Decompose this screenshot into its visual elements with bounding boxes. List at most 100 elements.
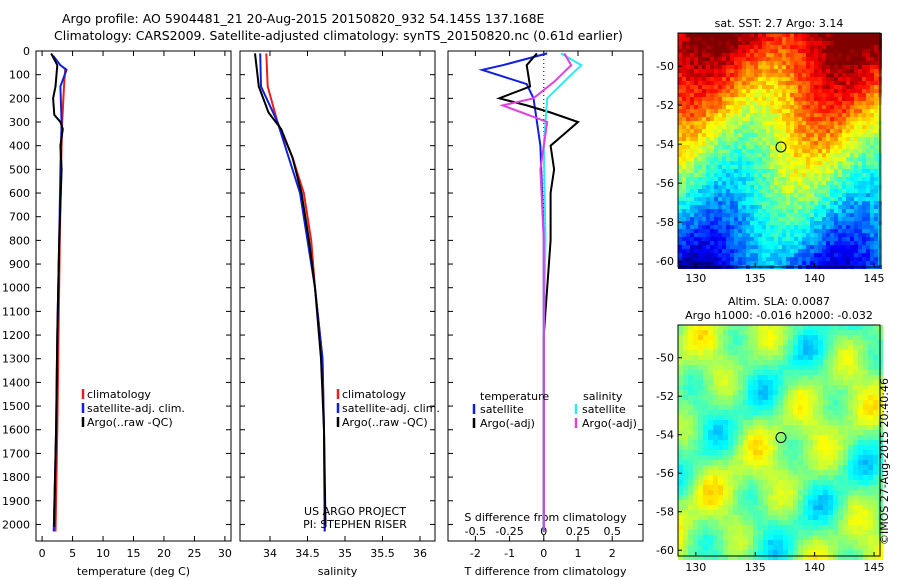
sst-cell: [686, 77, 690, 81]
sst-cell: [790, 65, 794, 69]
sst-cell: [678, 257, 682, 261]
sst-cell: [770, 177, 774, 181]
sst-cell: [794, 185, 798, 189]
sla-cell: [788, 420, 793, 425]
sla-cell: [788, 345, 793, 350]
sla-cell: [748, 440, 753, 445]
sst-cell: [718, 65, 722, 69]
sla-cell: [863, 455, 868, 460]
sst-cell: [838, 257, 842, 261]
sst-cell: [786, 261, 790, 265]
sst-cell: [734, 33, 738, 37]
sla-cell: [758, 470, 763, 475]
sst-cell: [798, 105, 802, 109]
sst-cell: [802, 109, 806, 113]
sla-cell: [783, 515, 788, 520]
sst-cell: [726, 77, 730, 81]
sst-cell: [810, 177, 814, 181]
sst-cell: [702, 105, 706, 109]
sst-cell: [706, 109, 710, 113]
sst-cell: [822, 141, 826, 145]
sla-cell: [763, 410, 768, 415]
sst-cell: [702, 133, 706, 137]
sst-cell: [782, 249, 786, 253]
sla-cell: [733, 400, 738, 405]
sst-cell: [874, 237, 878, 241]
sla-cell: [738, 335, 743, 340]
sst-cell: [690, 73, 694, 77]
sst-cell: [842, 229, 846, 233]
sst-cell: [826, 261, 830, 265]
sla-cell: [798, 355, 803, 360]
sst-cell: [818, 217, 822, 221]
sst-cell: [874, 257, 878, 261]
sla-cell: [823, 505, 828, 510]
sst-cell: [738, 185, 742, 189]
sst-cell: [734, 225, 738, 229]
sla-cell: [723, 360, 728, 365]
sst-cell: [702, 193, 706, 197]
sla-cell: [678, 520, 683, 525]
sst-cell: [870, 45, 874, 49]
sla-cell: [873, 435, 878, 440]
sst-cell: [678, 245, 682, 249]
sst-cell: [866, 69, 870, 73]
sla-cell: [803, 480, 808, 485]
sla-cell: [763, 450, 768, 455]
sst-cell: [770, 253, 774, 257]
sst-cell: [806, 225, 810, 229]
sla-cell: [828, 515, 833, 520]
sst-cell: [842, 37, 846, 41]
sst-cell: [714, 165, 718, 169]
sst-cell: [798, 201, 802, 205]
sla-cell: [788, 525, 793, 530]
sst-cell: [770, 57, 774, 61]
sst-cell: [766, 69, 770, 73]
sst-cell: [678, 141, 682, 145]
sla-cell: [733, 510, 738, 515]
sst-cell: [854, 233, 858, 237]
sla-cell: [718, 530, 723, 535]
sla-cell: [828, 355, 833, 360]
sst-cell: [794, 49, 798, 53]
sla-cell: [838, 395, 843, 400]
sst-cell: [826, 161, 830, 165]
sst-cell: [818, 133, 822, 137]
sla-cell: [838, 360, 843, 365]
sst-cell: [858, 33, 862, 37]
sst-cell: [814, 173, 818, 177]
sst-cell: [846, 53, 850, 57]
sla-cell: [753, 430, 758, 435]
sst-cell: [786, 157, 790, 161]
sst-cell: [742, 93, 746, 97]
sla-cell: [848, 400, 853, 405]
sst-cell: [722, 53, 726, 57]
sst-cell: [754, 117, 758, 121]
sst-cell: [738, 233, 742, 237]
sst-cell: [750, 77, 754, 81]
sst-cell: [682, 73, 686, 77]
sla-cell: [743, 495, 748, 500]
sst-cell: [862, 169, 866, 173]
sst-cell: [862, 177, 866, 181]
sst-cell: [770, 169, 774, 173]
sla-cell: [778, 530, 783, 535]
sst-cell: [826, 185, 830, 189]
sst-cell: [782, 37, 786, 41]
sst-cell: [830, 193, 834, 197]
sst-cell: [774, 221, 778, 225]
sst-cell: [806, 113, 810, 117]
sla-cell: [713, 405, 718, 410]
sst-cell: [702, 145, 706, 149]
sla-cell: [733, 480, 738, 485]
sst-cell: [698, 97, 702, 101]
sst-cell: [722, 177, 726, 181]
sst-cell: [810, 109, 814, 113]
sst-cell: [754, 129, 758, 133]
sla-cell: [723, 525, 728, 530]
sst-cell: [690, 261, 694, 265]
sst-cell: [678, 97, 682, 101]
sla-cell: [853, 345, 858, 350]
sst-cell: [734, 73, 738, 77]
sst-cell: [778, 93, 782, 97]
